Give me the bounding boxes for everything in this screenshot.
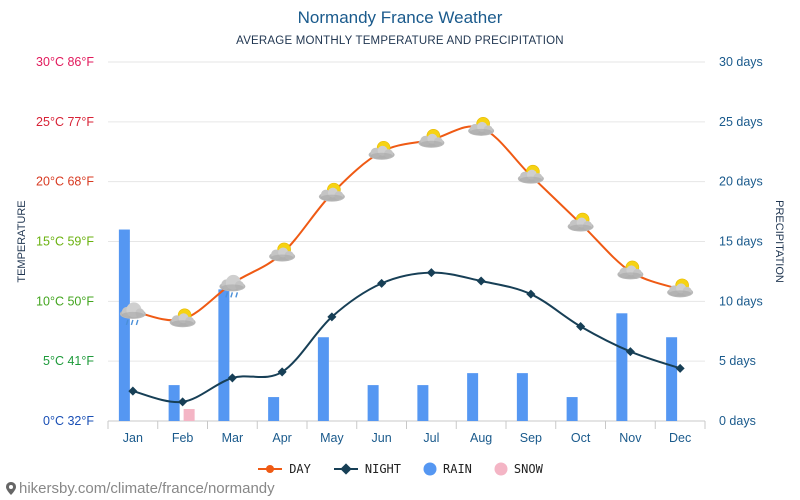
legend-rain-label: RAIN: [443, 462, 472, 476]
x-tick-label: Aug: [470, 431, 492, 445]
location-pin-icon: [6, 482, 16, 495]
night-point[interactable]: [426, 268, 436, 278]
night-line: [132, 271, 681, 404]
cloud-rain-icon[interactable]: [119, 302, 146, 326]
night-point[interactable]: [526, 289, 536, 299]
cloud-sun-icon[interactable]: [617, 260, 644, 280]
night-point[interactable]: [128, 386, 138, 396]
chart-subtitle: AVERAGE MONTHLY TEMPERATURE AND PRECIPIT…: [236, 35, 564, 47]
x-tick-label: May: [320, 431, 344, 445]
rain-bar[interactable]: [566, 397, 578, 421]
y-right-tick-label: 25 days: [719, 115, 763, 129]
cloud-sun-icon[interactable]: [418, 128, 445, 148]
night-point[interactable]: [178, 397, 188, 407]
night-point[interactable]: [377, 278, 387, 288]
legend-day-icon: [258, 465, 283, 473]
cloud-sun-icon[interactable]: [169, 308, 196, 328]
x-tick-label: Sep: [520, 431, 542, 445]
legend-rain-icon: [423, 462, 437, 476]
snow-bar[interactable]: [183, 409, 195, 421]
x-tick-label: Jun: [372, 431, 392, 445]
x-tick-label: Dec: [669, 431, 691, 445]
night-point[interactable]: [625, 347, 635, 357]
legend-snow-label: SNOW: [513, 462, 543, 476]
legend-night-icon: [333, 463, 358, 475]
rain-bar[interactable]: [168, 385, 180, 421]
y-right-tick-label: 10 days: [719, 294, 763, 308]
cloud-sun-icon[interactable]: [368, 140, 395, 160]
night-point[interactable]: [227, 373, 237, 383]
y-left-tick-label: 30°C 86°F: [36, 55, 94, 69]
y-right-axis-title: PRECIPITATION: [773, 200, 785, 283]
y-left-axis-title: TEMPERATURE: [16, 200, 28, 282]
y-left-tick-label: 25°C 77°F: [36, 115, 94, 129]
legend-night-label: NIGHT: [364, 462, 401, 476]
x-tick-label: Mar: [222, 431, 244, 445]
cloud-sun-icon[interactable]: [269, 242, 296, 262]
chart-legend: DAY NIGHT RAIN SNOW: [0, 462, 800, 476]
cloud-sun-icon[interactable]: [517, 164, 544, 184]
cloud-sun-icon[interactable]: [318, 182, 345, 202]
night-point[interactable]: [576, 321, 586, 331]
y-left-tick-label: 10°C 50°F: [36, 294, 94, 308]
y-left-tick-label: 20°C 68°F: [36, 175, 94, 189]
y-right-tick-label: 15 days: [719, 235, 763, 249]
y-left-tick-label: 5°C 41°F: [43, 354, 94, 368]
legend-day-label: DAY: [289, 462, 311, 476]
rain-bar[interactable]: [417, 385, 429, 421]
legend-item-day[interactable]: DAY: [257, 462, 311, 476]
night-point[interactable]: [476, 276, 486, 286]
rain-bar[interactable]: [218, 289, 230, 421]
footer: hikersby.com/climate/france/normandy: [6, 480, 275, 497]
chart-title: Normandy France Weather: [297, 8, 503, 27]
rain-bar[interactable]: [666, 337, 678, 421]
x-tick-label: Jul: [423, 431, 439, 445]
cloud-rain-icon[interactable]: [219, 274, 246, 298]
x-tick-label: Apr: [272, 431, 291, 445]
cloud-sun-icon[interactable]: [667, 278, 694, 298]
y-left-tick-label: 0°C 32°F: [43, 414, 94, 428]
x-tick-label: Nov: [619, 431, 642, 445]
rain-bar[interactable]: [516, 373, 528, 421]
cloud-sun-icon[interactable]: [468, 117, 495, 136]
rain-bar[interactable]: [616, 313, 628, 421]
day-line: [132, 125, 681, 322]
rain-bar[interactable]: [118, 229, 130, 421]
y-right-tick-label: 30 days: [719, 55, 763, 69]
x-tick-label: Oct: [571, 431, 591, 445]
x-tick-label: Jan: [123, 431, 143, 445]
rain-bar[interactable]: [467, 373, 479, 421]
y-right-tick-label: 20 days: [719, 175, 763, 189]
legend-item-night[interactable]: NIGHT: [333, 462, 401, 476]
y-left-tick-label: 15°C 59°F: [36, 235, 94, 249]
rain-bar[interactable]: [367, 385, 379, 421]
x-tick-label: Feb: [172, 431, 194, 445]
y-right-tick-label: 5 days: [719, 354, 756, 368]
footer-url[interactable]: hikersby.com/climate/france/normandy: [19, 480, 275, 497]
rain-bar[interactable]: [268, 397, 280, 421]
legend-item-rain[interactable]: RAIN: [423, 462, 472, 476]
rain-bar[interactable]: [317, 337, 329, 421]
y-right-tick-label: 0 days: [719, 414, 756, 428]
cloud-sun-icon[interactable]: [567, 212, 594, 232]
legend-item-snow[interactable]: SNOW: [494, 462, 543, 476]
legend-snow-icon: [494, 462, 508, 476]
